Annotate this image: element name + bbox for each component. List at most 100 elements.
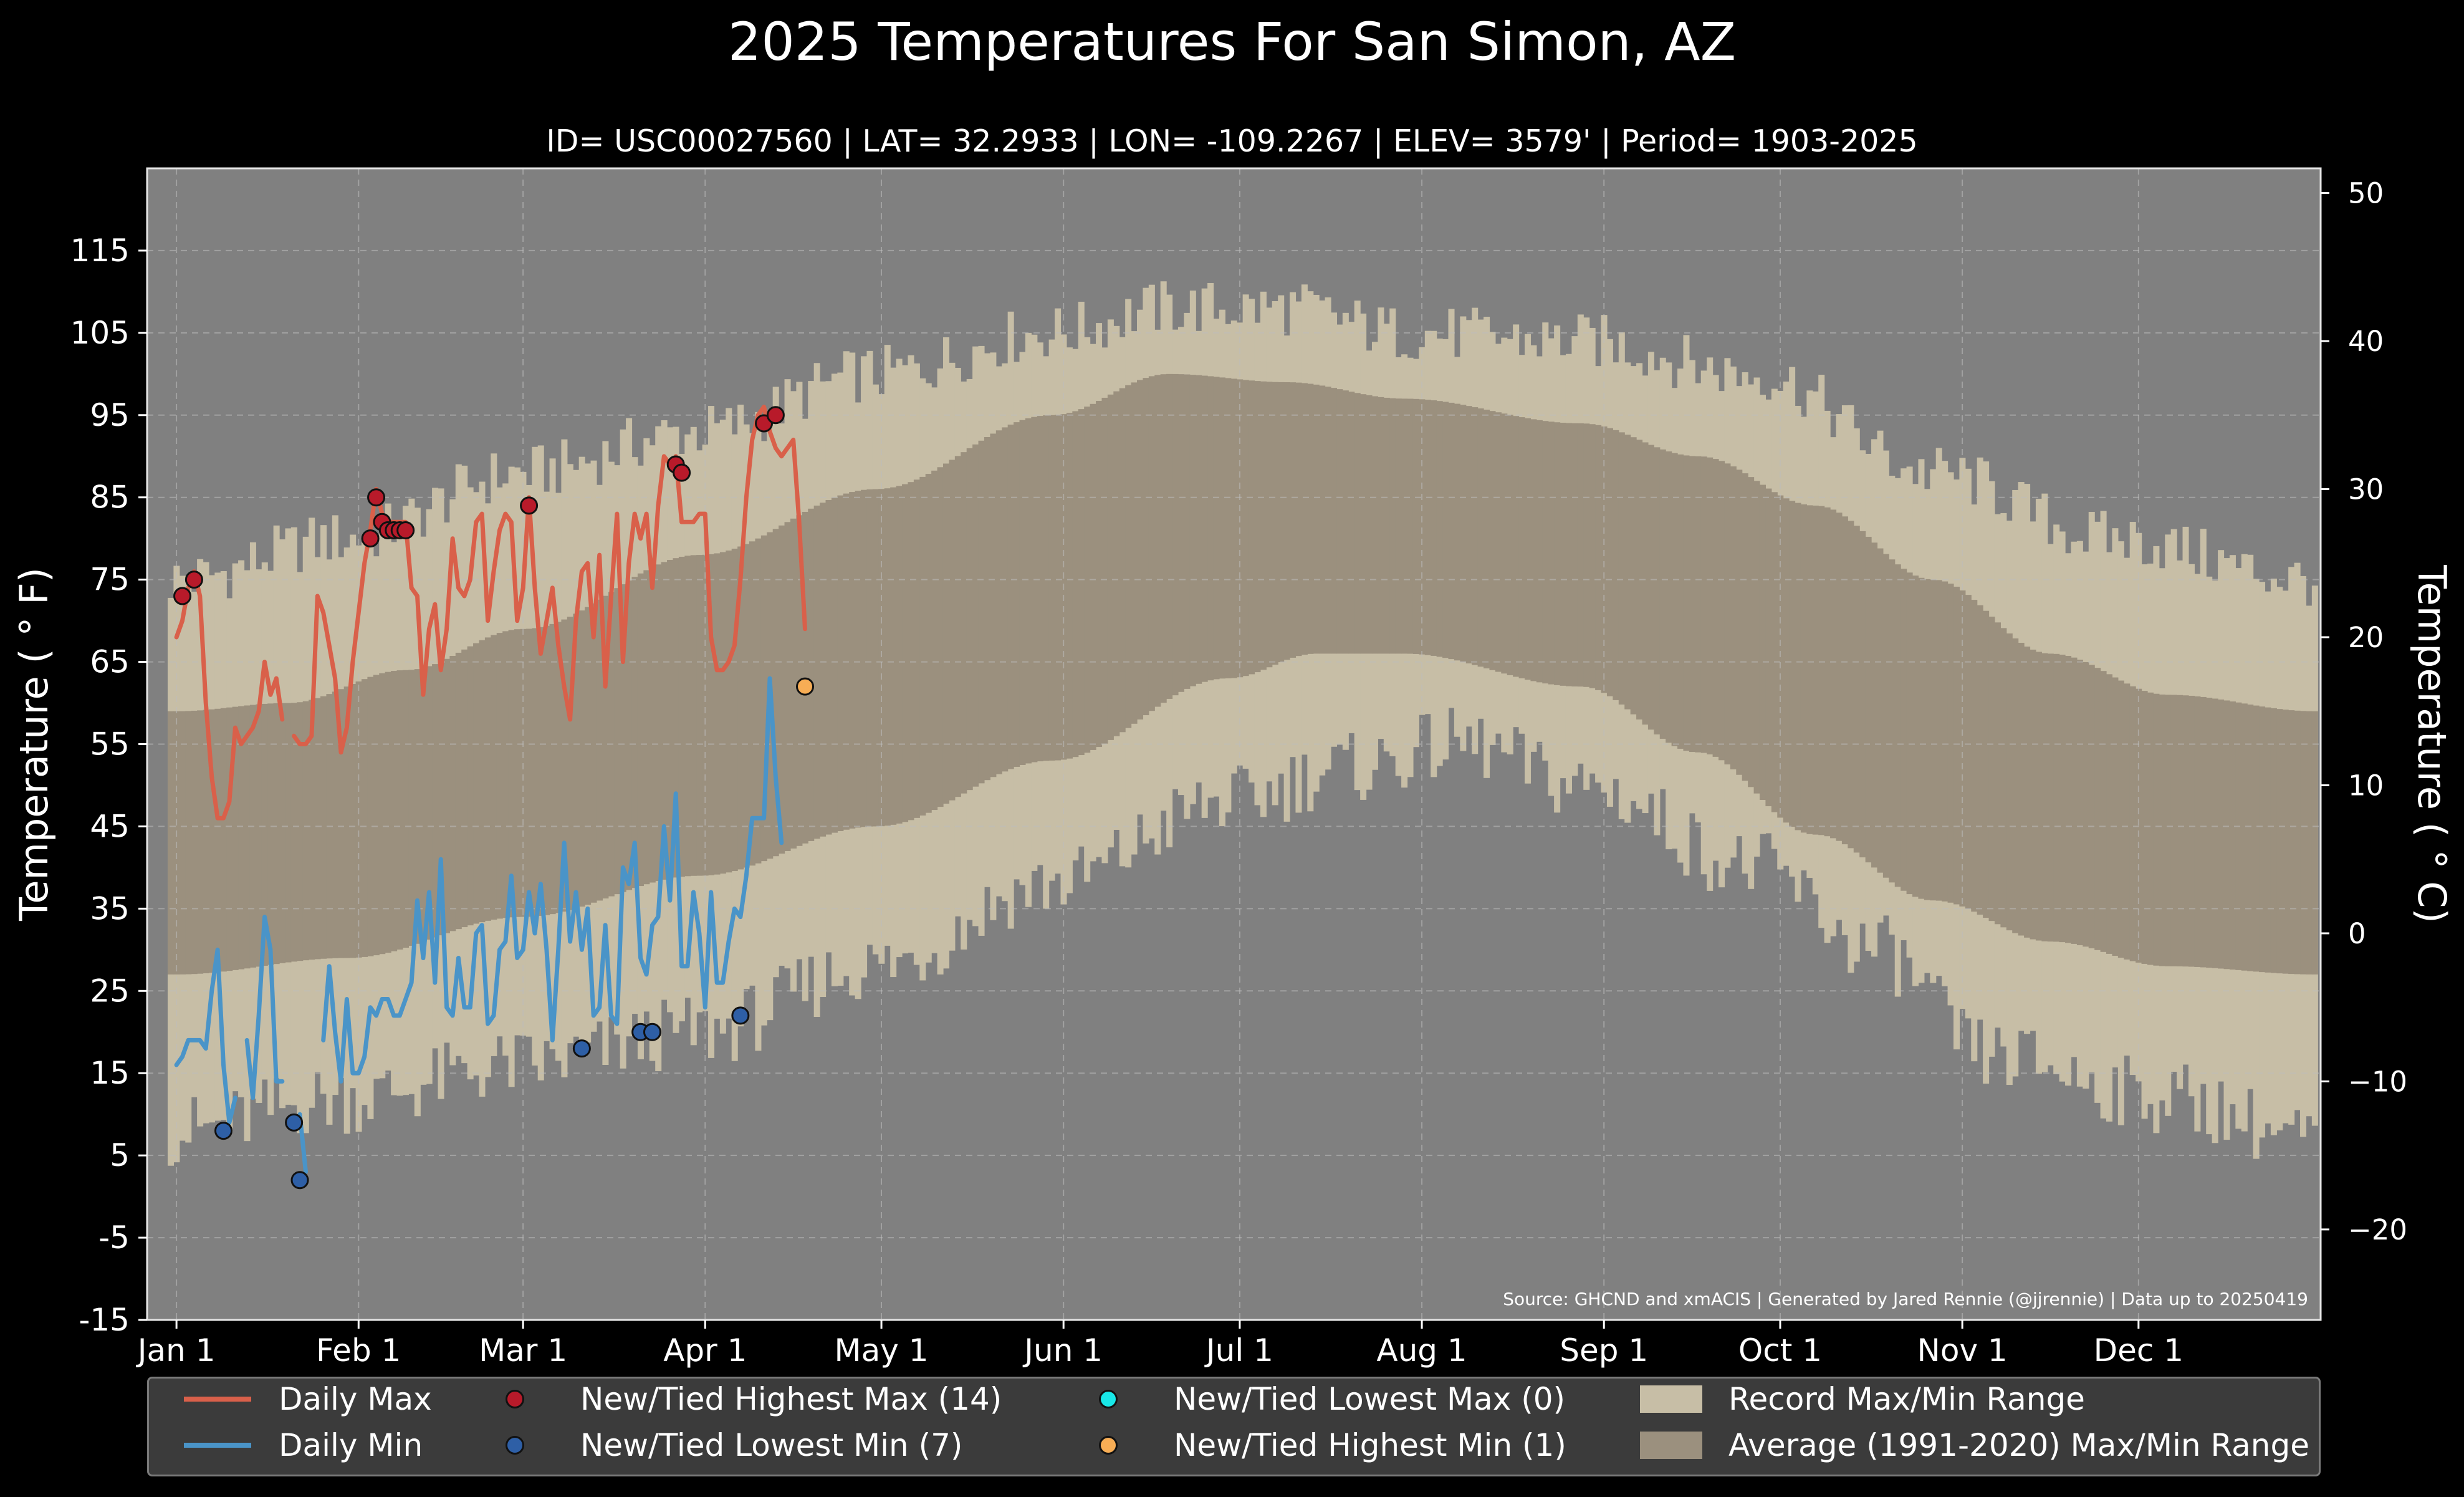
average-range-bar	[1894, 564, 1901, 887]
average-range-bar	[2100, 671, 2107, 952]
average-range-bar	[1865, 536, 1872, 863]
y-tick-label-f: 85	[90, 479, 130, 516]
average-range-bar	[866, 489, 873, 827]
average-range-bar	[755, 538, 762, 864]
y-tick-label-c: 10	[2348, 769, 2384, 802]
new-high-max-point	[173, 587, 192, 605]
average-range-bar	[426, 666, 433, 940]
average-range-bar	[1730, 466, 1737, 769]
average-range-bar	[2182, 695, 2189, 967]
average-range-bar	[908, 482, 914, 821]
y-axis-label-left: Temperature ( ° F)	[11, 567, 57, 922]
average-range-bar	[1901, 569, 1907, 891]
average-range-bar	[737, 546, 744, 870]
y-tick-label-f: 35	[90, 890, 130, 927]
average-range-bar	[1166, 373, 1173, 699]
average-range-bar	[1577, 423, 1584, 687]
average-range-bar	[455, 652, 462, 930]
average-range-bar	[790, 518, 797, 849]
average-range-bar	[825, 499, 832, 835]
average-range-bar	[1336, 389, 1343, 654]
new-low-max-swatch	[1099, 1390, 1118, 1408]
average-range-bar	[1424, 400, 1431, 655]
new-high-max-point	[520, 496, 539, 515]
average-range-bar	[1348, 392, 1355, 654]
average-range-bar	[1583, 423, 1590, 687]
average-range-bar	[1795, 503, 1801, 830]
average-range-bar	[784, 522, 791, 852]
average-range-bar	[1283, 382, 1290, 660]
average-range-swatch	[1640, 1432, 1702, 1459]
average-range-bar	[2300, 711, 2307, 975]
average-range-bar	[1659, 449, 1666, 739]
average-range-bar	[1407, 398, 1414, 654]
average-range-bar	[743, 544, 750, 868]
average-range-bar	[1812, 505, 1819, 835]
average-range-bar	[1947, 584, 1954, 903]
average-range-bar	[432, 664, 439, 938]
average-range-bar	[954, 456, 961, 797]
daily-min-line	[174, 676, 784, 1174]
average-range-bar	[2147, 692, 2154, 965]
average-range-bar	[1260, 381, 1267, 670]
average-range-bar	[614, 588, 621, 895]
new-high-min-swatch	[1099, 1436, 1118, 1455]
average-range-bar	[1401, 398, 1408, 654]
average-range-bar	[1031, 416, 1038, 763]
average-range-bar	[461, 649, 468, 928]
average-range-bar	[297, 702, 304, 961]
average-range-bar	[1354, 393, 1361, 654]
average-range-bar	[1853, 526, 1860, 853]
average-range-bar	[361, 679, 368, 957]
average-range-bar	[1530, 419, 1537, 681]
average-range-bar	[978, 440, 985, 784]
y-axis-label-right: Temperature ( ° C)	[2409, 564, 2455, 923]
average-range-bar	[813, 505, 820, 839]
average-range-bar	[2311, 711, 2318, 975]
average-range-bar	[2253, 705, 2260, 972]
average-range-bar	[1654, 447, 1661, 734]
average-range-bar	[2282, 710, 2289, 974]
average-range-bar	[1613, 430, 1619, 700]
average-range-bar	[2117, 680, 2124, 958]
average-range-bar	[925, 474, 932, 813]
average-range-bar	[379, 673, 386, 955]
average-range-bar	[2059, 654, 2066, 943]
average-range-bar	[1753, 481, 1760, 794]
average-range-bar	[2159, 694, 2165, 966]
average-range-bar	[1736, 469, 1743, 775]
average-range-bar	[1800, 504, 1807, 833]
average-range-bar	[961, 452, 967, 794]
average-range-bar	[249, 705, 256, 968]
average-range-bar	[1818, 506, 1825, 835]
average-range-bar	[1930, 579, 1937, 901]
average-range-bar	[896, 486, 903, 824]
average-range-bar	[1707, 457, 1714, 754]
legend-label-new-low-min: New/Tied Lowest Min (7)	[580, 1427, 963, 1463]
average-range-bar	[414, 669, 421, 944]
average-range-bar	[408, 670, 415, 946]
average-range-bar	[2030, 649, 2036, 940]
average-range-bar	[1759, 484, 1767, 800]
average-range-bar	[544, 625, 550, 915]
average-range-bar	[2223, 700, 2230, 970]
average-range-bar	[1172, 373, 1179, 696]
average-range-bar	[1671, 453, 1678, 746]
average-range-bar	[1389, 398, 1396, 654]
average-range-bar	[1078, 409, 1085, 756]
average-range-bar	[1601, 426, 1608, 693]
average-range-bar	[496, 633, 503, 919]
average-range-bar	[637, 573, 644, 887]
average-range-bar	[1647, 445, 1654, 730]
average-range-bar	[1207, 376, 1214, 681]
average-range-bar	[661, 562, 668, 880]
average-range-bar	[2012, 638, 2019, 933]
average-range-bar	[167, 711, 175, 975]
average-range-bar	[1589, 424, 1596, 688]
average-range-bar	[708, 554, 715, 875]
average-range-bar	[2083, 662, 2089, 947]
new-low-min-point	[731, 1006, 750, 1025]
new-low-min-point	[290, 1171, 309, 1190]
x-tick-label: Aug 1	[1376, 1332, 1467, 1369]
average-range-bar	[279, 703, 286, 963]
